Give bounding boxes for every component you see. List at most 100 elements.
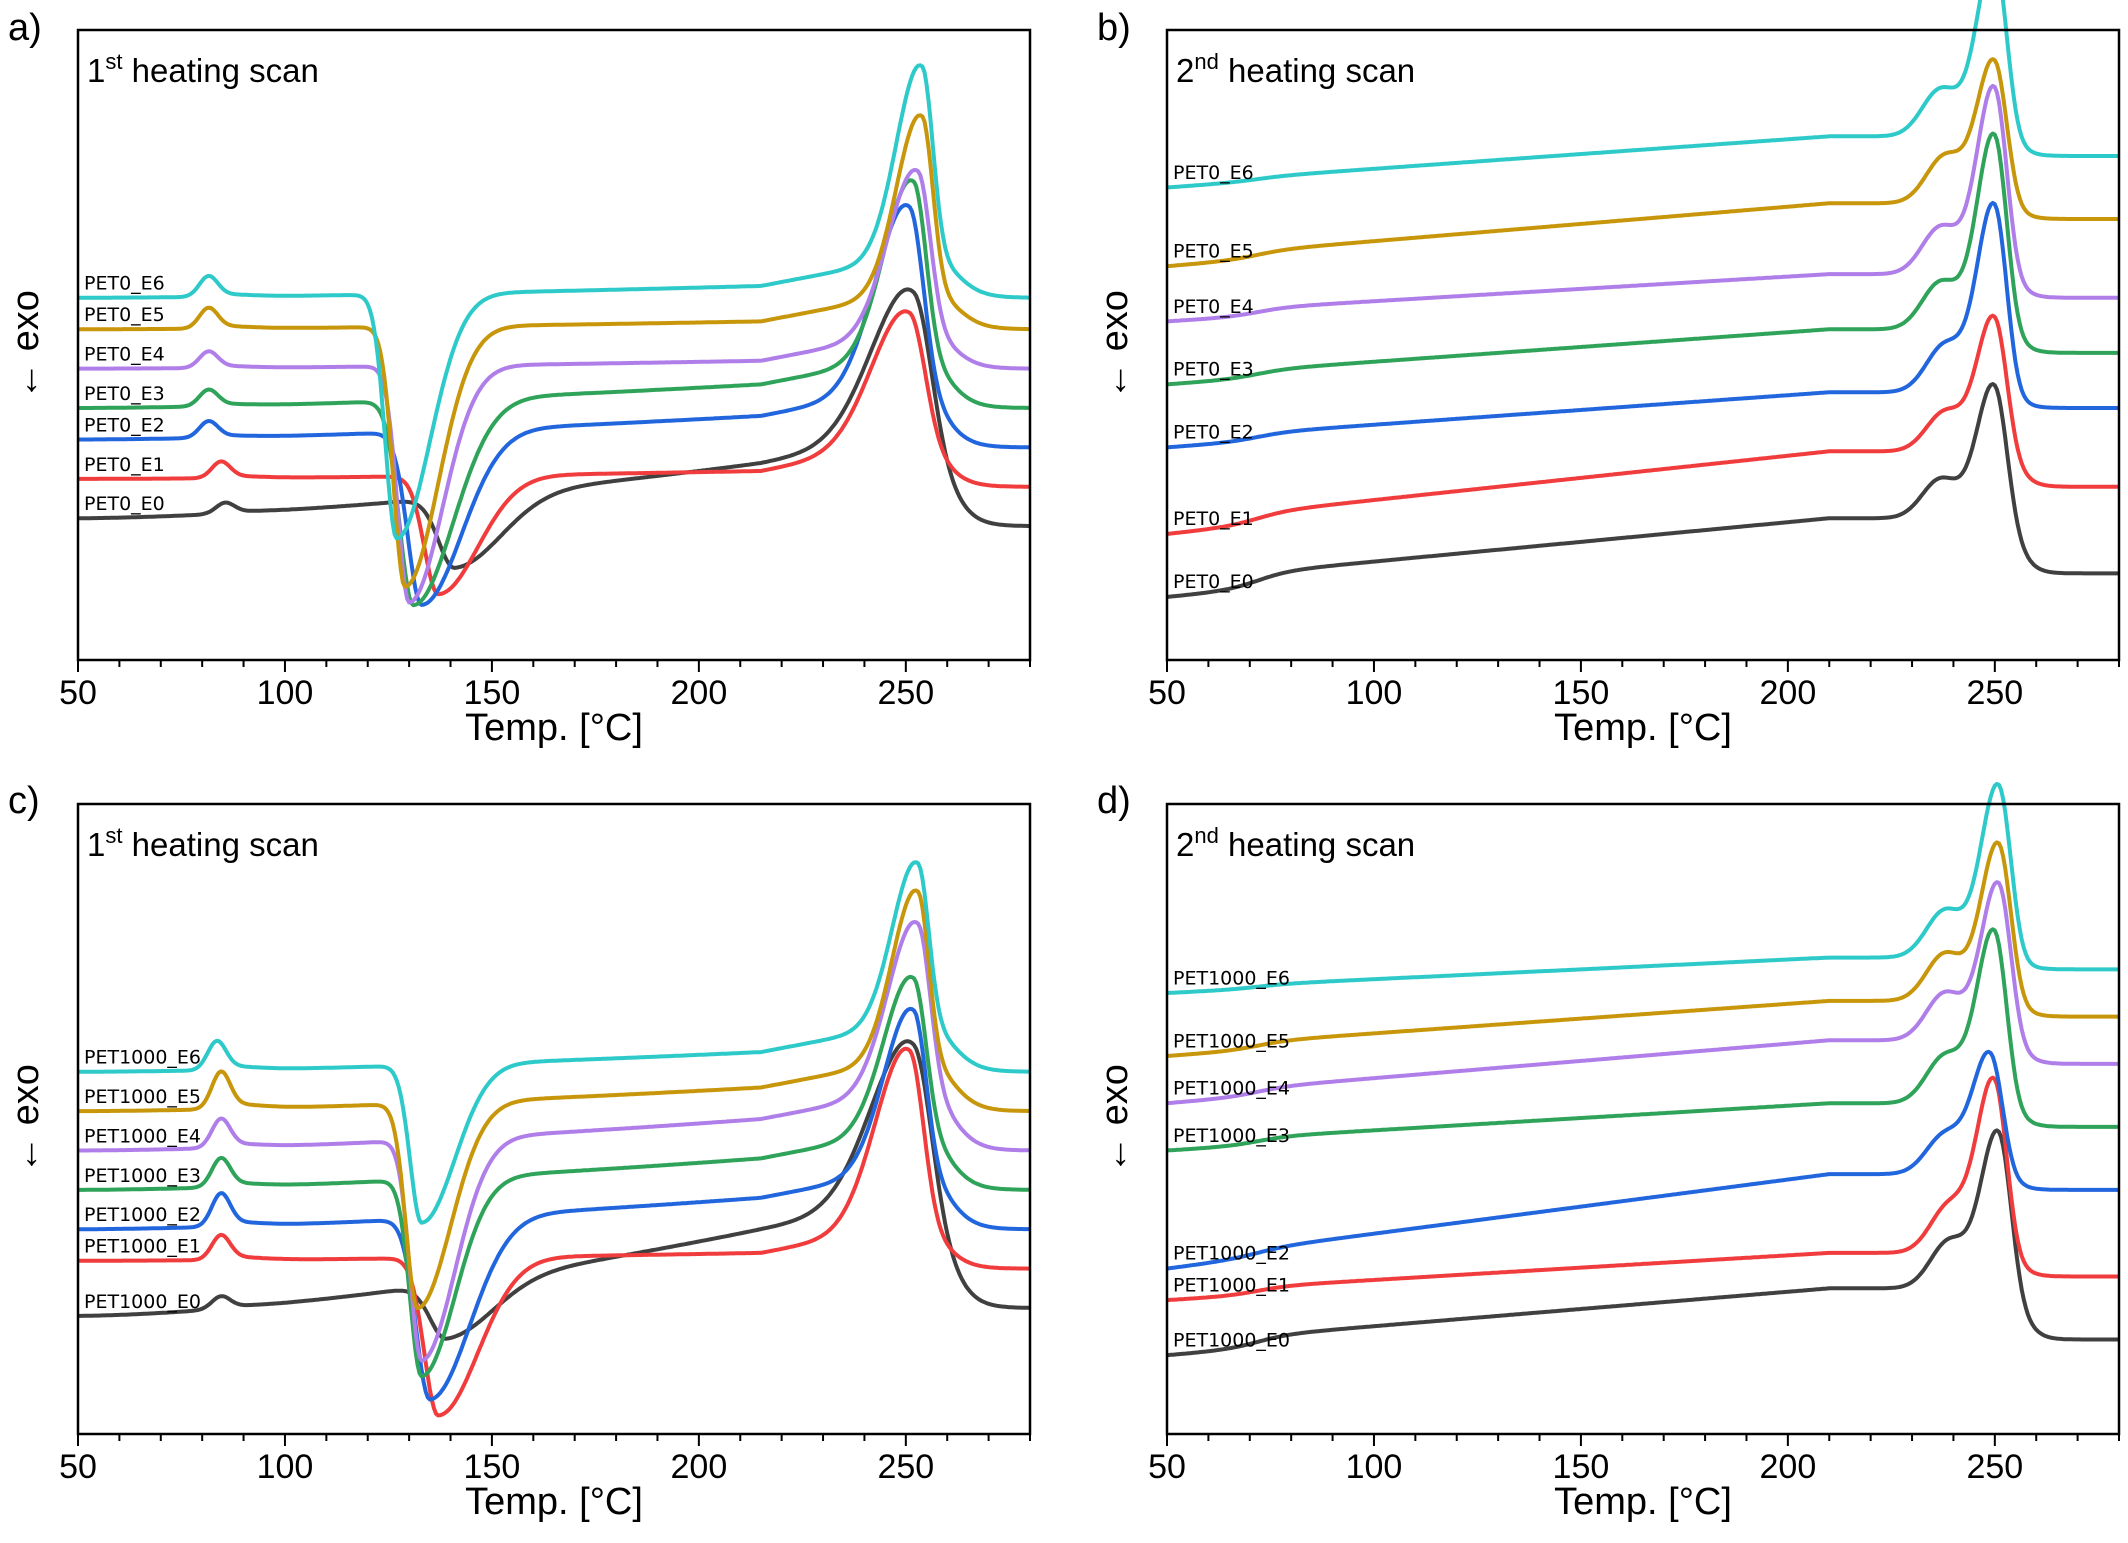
x-tick-label: 250	[877, 674, 934, 712]
series-label: PET1000_E5	[84, 1086, 201, 1108]
scan-text: heating scan	[122, 52, 318, 89]
series-label: PET0_E1	[1173, 508, 1254, 530]
panel-a: a) 50 100 150 200 250 PET0_E0 PET0_E1 PET0_E2 PE…	[5, 7, 1032, 749]
panel-letter: b)	[1097, 7, 1131, 49]
x-tick-label: 250	[877, 1448, 934, 1486]
x-tick-label: 250	[1966, 1448, 2023, 1486]
series-line-pet1000-e3	[78, 974, 1030, 1379]
x-tick-label: 150	[1553, 674, 1610, 712]
series-label: PET0_E0	[1173, 571, 1254, 593]
series-label: PET1000_E0	[1173, 1329, 1290, 1351]
x-axis-title: Temp. [°C]	[465, 707, 643, 749]
x-tick-label: 100	[257, 674, 314, 712]
series-label: PET1000_E2	[84, 1204, 201, 1226]
series-line-pet1000-e1	[78, 1046, 1030, 1418]
series-label: PET1000_E1	[84, 1236, 201, 1258]
series-line-pet0-e4	[1166, 83, 2119, 324]
series-label: PET0_E6	[1173, 162, 1254, 184]
series-line-pet0-e0	[1166, 382, 2119, 599]
x-axis-title: Temp. [°C]	[1554, 1481, 1732, 1523]
plot-frame	[76, 28, 1032, 662]
x-tick-label: 150	[1553, 1448, 1610, 1486]
x-tick-label: 100	[1346, 674, 1403, 712]
x-tick-label: 100	[257, 1448, 314, 1486]
y-axis-title: ← exo	[1094, 1064, 1136, 1174]
series-label: PET1000_E2	[1173, 1242, 1290, 1264]
series-line-pet1000-e0	[1166, 1128, 2119, 1358]
x-tick-label: 200	[1760, 674, 1817, 712]
series-label: PET1000_E4	[1173, 1078, 1290, 1100]
series-label: PET0_E4	[84, 344, 165, 366]
series-label: PET1000_E0	[84, 1291, 201, 1313]
series-line-pet1000-e1	[1166, 1075, 2119, 1303]
plot-area: 50 100 150 200 250 PET1000_E0 PET1000_E1 PET100…	[59, 860, 1031, 1486]
series-line-pet0-e6	[1166, 0, 2119, 190]
scan-text: heating scan	[1219, 52, 1415, 89]
scan-number: 2	[1176, 826, 1194, 863]
series-label: PET1000_E6	[84, 1047, 201, 1069]
series-line-pet1000-e4	[78, 920, 1031, 1363]
scan-ordinal: st	[105, 823, 122, 848]
series-label: PET0_E0	[84, 493, 165, 515]
series-label: PET1000_E4	[84, 1125, 201, 1147]
x-tick-label: 200	[1760, 1448, 1817, 1486]
series-line-pet0-e3	[1166, 131, 2119, 387]
series-label: PET0_E2	[1173, 422, 1254, 444]
scan-label: 2nd heating scan	[1176, 823, 1415, 863]
plot-area: 50 100 150 200 250 PET0_E0 PET0_E1 PET0_E2 PET0_…	[1148, 0, 2120, 712]
panel-letter: d)	[1097, 780, 1131, 822]
series-line-pet1000-e6	[78, 860, 1030, 1225]
scan-text: heating scan	[1219, 826, 1415, 863]
series-line-pet0-e0	[78, 287, 1030, 570]
series-line-pet0-e5	[1166, 57, 2119, 269]
series-line-pet0-e6	[78, 63, 1030, 541]
panel-letter: c)	[8, 780, 40, 822]
plot-area: 50 100 150 200 250 PET1000_E0 PET1000_E1 PET100…	[1148, 781, 2120, 1486]
plot-area: 50 100 150 200 250 PET0_E0 PET0_E1 PET0_E2 PET0_…	[59, 63, 1031, 712]
x-tick-label: 200	[671, 674, 728, 712]
series-line-pet1000-e4	[1166, 880, 2119, 1106]
series-label: PET0_E3	[84, 383, 165, 405]
series-label: PET1000_E1	[1173, 1275, 1290, 1297]
y-axis-title: ← exo	[1094, 290, 1136, 400]
series-line-pet0-e1	[1166, 313, 2119, 536]
scan-number: 1	[87, 826, 105, 863]
series-label: PET1000_E5	[1173, 1030, 1290, 1052]
x-axis-title: Temp. [°C]	[465, 1481, 643, 1523]
series-line-pet0-e4	[78, 168, 1030, 605]
scan-ordinal: nd	[1194, 49, 1218, 74]
series-line-pet1000-e5	[78, 888, 1030, 1311]
scan-label: 2nd heating scan	[1176, 49, 1415, 89]
scan-text: heating scan	[122, 826, 318, 863]
series-line-pet1000-e0	[78, 1039, 1030, 1341]
series-line-pet0-e5	[78, 113, 1030, 589]
x-tick-label: 250	[1966, 674, 2023, 712]
x-tick-label: 50	[1148, 1448, 1186, 1486]
series-line-pet1000-e6	[1166, 781, 2119, 995]
series-line-pet0-e2	[1166, 200, 2119, 450]
x-tick-label: 100	[1346, 1448, 1403, 1486]
series-label: PET0_E5	[84, 304, 165, 326]
scan-number: 1	[87, 52, 105, 89]
x-tick-label: 150	[464, 674, 521, 712]
panel-d: d) 50 100 150 200 250 PET1000_E0 PET1000_E1 PET…	[1094, 780, 2121, 1523]
series-line-pet0-e3	[78, 178, 1030, 608]
y-axis-title: ← exo	[5, 1064, 47, 1174]
x-tick-label: 50	[59, 674, 97, 712]
y-axis-title: ← exo	[5, 290, 47, 400]
scan-ordinal: nd	[1194, 823, 1218, 848]
series-label: PET0_E5	[1173, 241, 1254, 263]
panel-c: c) 50 100 150 200 250 PET1000_E0 PET1000_E1 PET…	[5, 780, 1032, 1523]
x-tick-label: 50	[1148, 674, 1186, 712]
series-line-pet0-e2	[78, 203, 1030, 607]
series-label: PET0_E4	[1173, 296, 1254, 318]
series-label: PET1000_E3	[1173, 1125, 1290, 1147]
series-line-pet1000-e2	[1166, 1049, 2119, 1271]
series-label: PET1000_E6	[1173, 968, 1290, 990]
scan-label: 1st heating scan	[87, 49, 319, 89]
scan-label: 1st heating scan	[87, 823, 319, 863]
series-label: PET1000_E3	[84, 1165, 201, 1187]
series-line-pet1000-e5	[1166, 840, 2119, 1058]
series-label: PET0_E6	[84, 273, 165, 295]
scan-ordinal: st	[105, 49, 122, 74]
